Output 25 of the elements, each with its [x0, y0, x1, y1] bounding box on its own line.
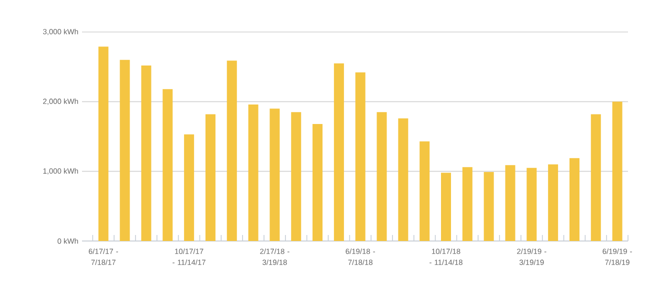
bar	[376, 112, 387, 241]
bar	[612, 102, 622, 241]
bar	[120, 60, 130, 241]
bar	[98, 46, 108, 241]
bar	[526, 168, 537, 241]
bar	[312, 124, 323, 241]
bar	[162, 89, 173, 241]
bar	[548, 164, 558, 241]
bar	[441, 172, 452, 241]
bar	[205, 114, 216, 241]
bar	[226, 60, 237, 241]
bar	[484, 172, 494, 241]
bar	[569, 158, 580, 241]
bar	[141, 65, 152, 241]
bar	[420, 141, 430, 241]
bar	[462, 167, 472, 241]
bar	[398, 118, 408, 241]
bar	[355, 72, 366, 241]
bar	[505, 165, 516, 241]
bar	[270, 108, 280, 241]
bar	[334, 63, 344, 241]
bar	[184, 134, 194, 241]
bar	[248, 104, 258, 241]
bar	[590, 114, 601, 241]
bar	[291, 112, 302, 241]
